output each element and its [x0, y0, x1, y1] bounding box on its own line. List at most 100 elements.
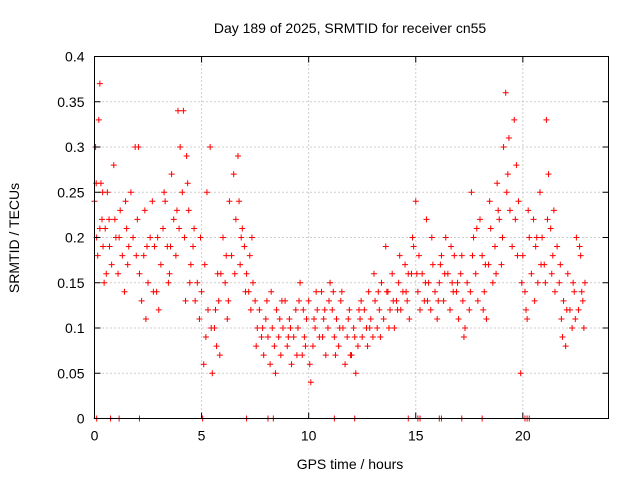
data-point	[288, 361, 295, 368]
data-point	[449, 279, 456, 286]
data-point	[336, 325, 343, 331]
data-point	[236, 198, 243, 205]
data-point	[358, 297, 365, 304]
data-point	[486, 198, 493, 205]
data-point	[524, 315, 531, 322]
data-point	[410, 243, 417, 250]
data-point	[502, 89, 509, 96]
data-point	[515, 198, 522, 205]
data-point	[413, 270, 420, 277]
data-point	[149, 198, 156, 205]
data-point	[365, 288, 372, 295]
data-point	[307, 379, 314, 386]
data-point	[435, 297, 442, 304]
data-point	[326, 297, 333, 304]
data-point	[533, 234, 540, 241]
data-point	[296, 297, 303, 304]
data-point	[303, 315, 310, 322]
data-point	[405, 270, 412, 277]
data-point	[313, 288, 320, 295]
data-point	[504, 171, 511, 178]
data-point	[220, 234, 226, 241]
data-point	[207, 144, 214, 150]
data-point	[194, 279, 201, 286]
data-point	[460, 334, 467, 341]
data-point	[560, 297, 567, 304]
data-point	[172, 252, 179, 259]
data-point	[100, 243, 107, 250]
data-point	[222, 279, 229, 286]
data-point	[108, 261, 115, 268]
data-point	[538, 261, 545, 268]
data-point	[259, 325, 266, 331]
data-point	[278, 297, 285, 304]
data-point	[536, 189, 543, 196]
data-point	[267, 361, 274, 368]
data-point	[473, 225, 480, 232]
data-point	[200, 361, 207, 368]
data-point	[111, 216, 118, 223]
data-point	[564, 270, 571, 277]
data-point	[498, 261, 505, 268]
data-point	[391, 325, 398, 331]
data-point	[556, 279, 563, 286]
data-point	[468, 189, 475, 196]
data-point	[571, 288, 578, 295]
data-point	[170, 216, 177, 223]
data-point	[559, 334, 566, 341]
data-point	[145, 279, 152, 286]
data-point	[269, 325, 276, 331]
data-point	[302, 343, 309, 350]
data-point	[570, 279, 577, 286]
data-point	[376, 306, 383, 313]
data-point	[355, 306, 362, 313]
data-point	[241, 243, 248, 250]
data-point	[345, 315, 352, 322]
y-tick-label: 0.25	[57, 184, 84, 200]
data-point	[550, 207, 557, 214]
data-point	[462, 325, 469, 331]
data-point	[312, 325, 319, 331]
data-point	[324, 325, 331, 331]
data-point	[185, 207, 192, 214]
data-point	[136, 270, 143, 277]
data-point	[215, 297, 222, 304]
data-point	[579, 297, 586, 304]
data-point	[201, 261, 208, 268]
data-point	[441, 270, 448, 277]
data-point	[409, 234, 416, 241]
data-point	[327, 279, 334, 286]
data-point	[196, 315, 203, 322]
data-point	[286, 315, 293, 322]
data-point	[514, 252, 521, 259]
data-point	[464, 279, 471, 286]
data-point	[575, 306, 582, 313]
data-point	[346, 306, 353, 313]
data-point	[238, 234, 245, 241]
data-point	[539, 234, 546, 241]
y-tick-label: 0.2	[65, 230, 85, 246]
data-point	[168, 171, 175, 178]
data-point	[479, 252, 486, 259]
data-point	[143, 243, 150, 250]
data-point	[292, 306, 299, 313]
data-point	[239, 225, 246, 232]
data-point	[254, 325, 261, 331]
data-point	[268, 288, 275, 295]
x-tick-label: 0	[91, 428, 99, 444]
y-axis-tick-labels: 0 0.05 0.1 0.15 0.2 0.25 0.3 0.35 0.4	[57, 49, 84, 427]
data-point	[182, 297, 189, 304]
data-point	[318, 288, 325, 295]
data-point	[141, 207, 148, 214]
data-point	[271, 343, 278, 350]
data-point	[531, 297, 538, 304]
data-point	[130, 234, 137, 241]
data-point	[173, 207, 180, 214]
data-point	[106, 216, 113, 223]
data-point	[263, 297, 270, 304]
data-point	[116, 234, 123, 241]
x-tick-label: 5	[198, 428, 206, 444]
data-point	[147, 234, 154, 241]
data-point	[572, 315, 579, 322]
data-point	[367, 315, 374, 322]
